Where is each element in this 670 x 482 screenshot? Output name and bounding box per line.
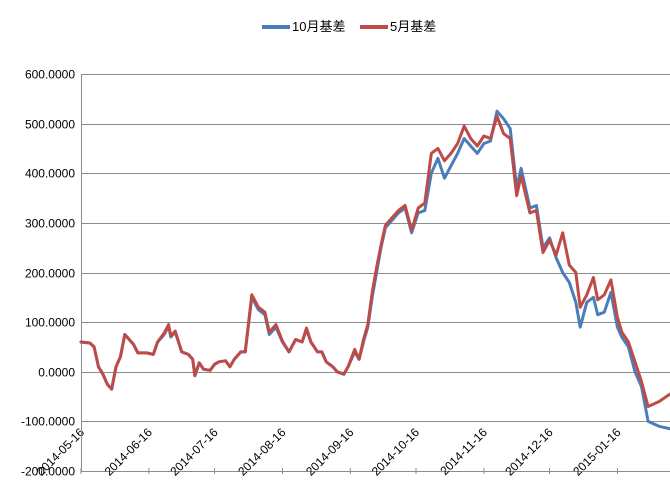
x-tick-label: 2014-06-16 — [102, 425, 156, 477]
x-tick-label: 2014-08-16 — [235, 425, 289, 477]
y-tick-label: 100.0000 — [25, 316, 75, 330]
y-tick-label: -200.0000 — [21, 465, 75, 478]
x-tick-label: 2014-12-16 — [502, 425, 556, 477]
x-tick-label: 2015-01-16 — [570, 425, 624, 477]
y-tick-label: 400.0000 — [25, 167, 75, 181]
y-tick-label: 600.0000 — [25, 68, 75, 82]
legend-label: 5月基差 — [390, 19, 436, 34]
legend-label: 10月基差 — [292, 19, 345, 34]
y-axis-tick-labels: 600.0000 500.0000 400.0000 300.0000 200.0000… — [21, 68, 75, 479]
y-tick-label: 300.0000 — [25, 217, 75, 231]
x-axis-tick-labels: 2014-05-16 2014-06-16 2014-07-16 2014-08-16… — [34, 425, 624, 479]
series-lines — [79, 109, 670, 431]
y-tick-label: 500.0000 — [25, 118, 75, 132]
y-tick-label: 0.0000 — [38, 366, 75, 380]
y-tick-label: -100.0000 — [21, 415, 75, 429]
x-tick-label: 2014-07-16 — [167, 425, 221, 477]
series-line-may-basis — [79, 114, 670, 408]
gridlines — [81, 74, 670, 472]
legend: 10月基差 5月基差 — [262, 19, 436, 34]
x-tick-label: 2014-09-16 — [303, 425, 357, 477]
y-tick-label: 200.0000 — [25, 267, 75, 281]
x-tick-label: 2014-10-16 — [369, 425, 423, 477]
x-tick-label: 2014-11-16 — [437, 425, 490, 477]
